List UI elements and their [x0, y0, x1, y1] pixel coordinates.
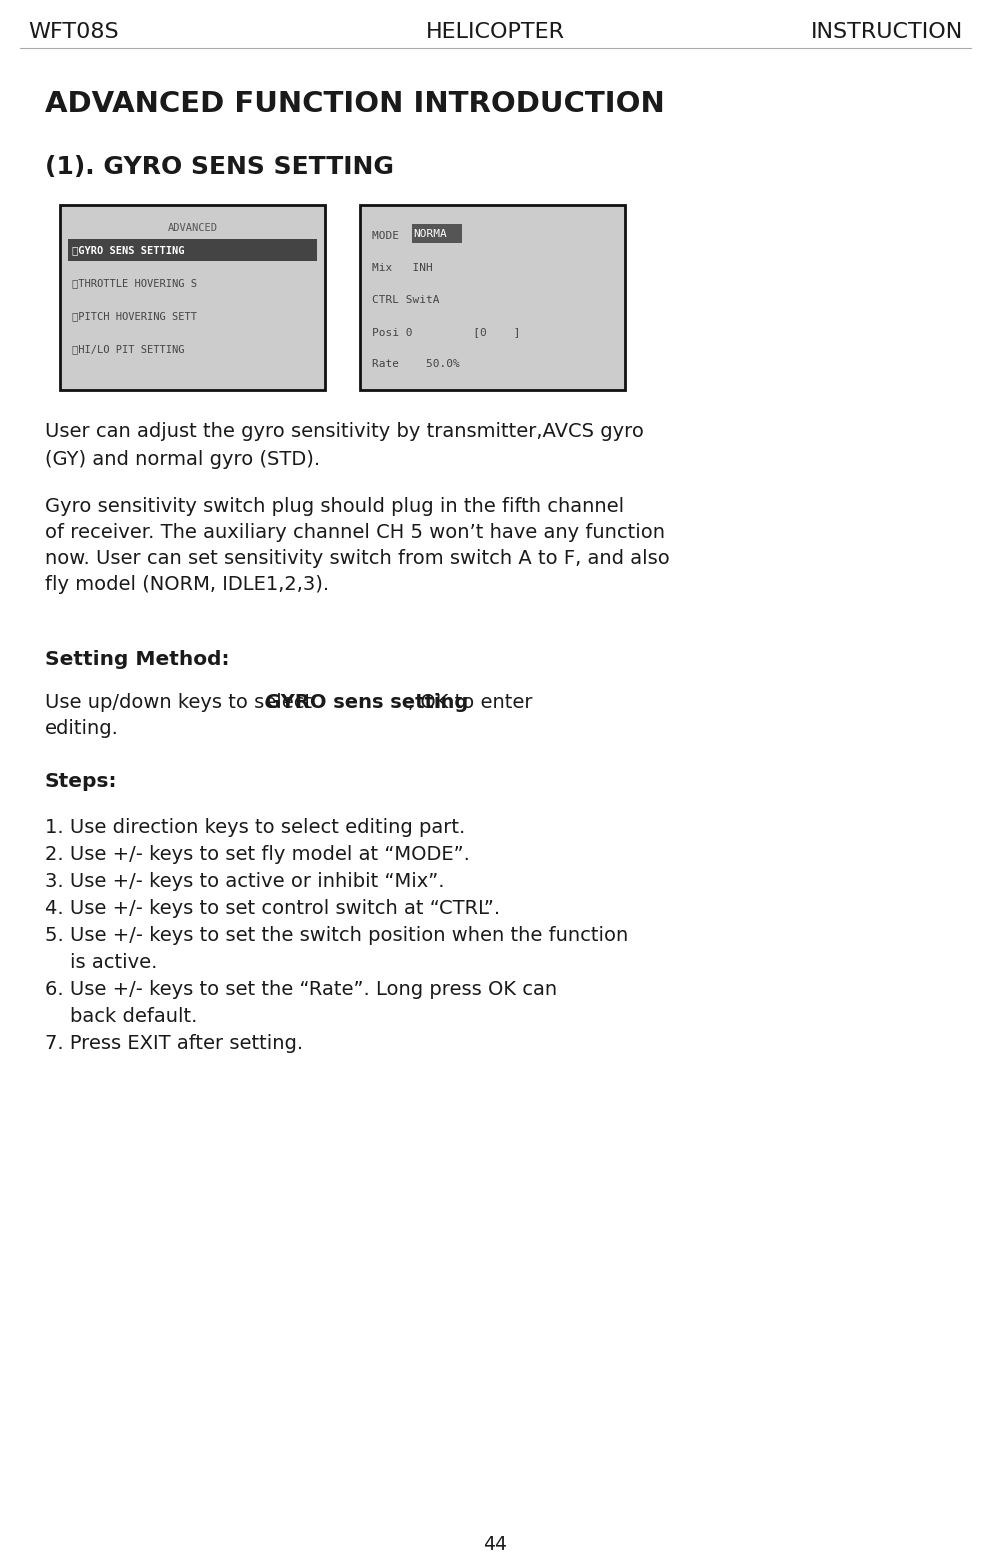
Text: now. User can set sensitivity switch from switch A to F, and also: now. User can set sensitivity switch fro…	[45, 549, 670, 568]
Text: , OK to enter: , OK to enter	[408, 693, 532, 712]
Text: Mix   INH: Mix INH	[372, 263, 433, 273]
FancyBboxPatch shape	[360, 205, 625, 390]
FancyBboxPatch shape	[60, 205, 325, 390]
Text: Gyro sensitivity switch plug should plug in the fifth channel: Gyro sensitivity switch plug should plug…	[45, 497, 624, 516]
Text: HELICOPTER: HELICOPTER	[425, 22, 565, 42]
Text: Setting Method:: Setting Method:	[45, 651, 230, 670]
Text: ④HI/LO PIT SETTING: ④HI/LO PIT SETTING	[72, 343, 184, 354]
Text: ③PITCH HOVERING SETT: ③PITCH HOVERING SETT	[72, 310, 197, 321]
Text: 2. Use +/- keys to set fly model at “MODE”.: 2. Use +/- keys to set fly model at “MOD…	[45, 845, 470, 864]
Text: fly model (NORM, IDLE1,2,3).: fly model (NORM, IDLE1,2,3).	[45, 575, 329, 594]
Text: of receiver. The auxiliary channel CH 5 won’t have any function: of receiver. The auxiliary channel CH 5 …	[45, 524, 665, 543]
Text: 1. Use direction keys to select editing part.: 1. Use direction keys to select editing …	[45, 818, 465, 837]
FancyBboxPatch shape	[412, 224, 462, 243]
Text: 5. Use +/- keys to set the switch position when the function: 5. Use +/- keys to set the switch positi…	[45, 927, 628, 946]
Text: GYRO sens setting: GYRO sens setting	[265, 693, 469, 712]
Text: WFT08S: WFT08S	[28, 22, 119, 42]
Text: Posi 0         [0    ]: Posi 0 [0 ]	[372, 328, 520, 337]
Text: ②THROTTLE HOVERING S: ②THROTTLE HOVERING S	[72, 278, 197, 289]
Text: is active.: is active.	[45, 953, 158, 972]
Text: ①GYRO SENS SETTING: ①GYRO SENS SETTING	[72, 245, 184, 256]
Text: CTRL SwitA: CTRL SwitA	[372, 295, 439, 306]
Text: ADVANCED FUNCTION INTRODUCTION: ADVANCED FUNCTION INTRODUCTION	[45, 89, 665, 118]
Text: User can adjust the gyro sensitivity by transmitter,AVCS gyro
(GY) and normal gy: User can adjust the gyro sensitivity by …	[45, 422, 644, 469]
Text: NORMA: NORMA	[413, 229, 447, 238]
Text: ADVANCED: ADVANCED	[167, 223, 217, 234]
Text: INSTRUCTION: INSTRUCTION	[811, 22, 963, 42]
Text: 6. Use +/- keys to set the “Rate”. Long press OK can: 6. Use +/- keys to set the “Rate”. Long …	[45, 980, 557, 999]
Text: MODE: MODE	[372, 230, 405, 241]
Text: 4. Use +/- keys to set control switch at “CTRL”.: 4. Use +/- keys to set control switch at…	[45, 898, 500, 917]
FancyBboxPatch shape	[68, 238, 317, 260]
Text: Steps:: Steps:	[45, 771, 118, 790]
Text: Use up/down keys to select: Use up/down keys to select	[45, 693, 318, 712]
Text: editing.: editing.	[45, 720, 119, 739]
Text: 44: 44	[483, 1535, 507, 1554]
Text: 7. Press EXIT after setting.: 7. Press EXIT after setting.	[45, 1033, 303, 1054]
Text: Rate    50.0%: Rate 50.0%	[372, 359, 460, 368]
Text: (1). GYRO SENS SETTING: (1). GYRO SENS SETTING	[45, 155, 394, 179]
Text: 3. Use +/- keys to active or inhibit “Mix”.: 3. Use +/- keys to active or inhibit “Mi…	[45, 872, 445, 891]
Text: back default.: back default.	[45, 1007, 197, 1025]
